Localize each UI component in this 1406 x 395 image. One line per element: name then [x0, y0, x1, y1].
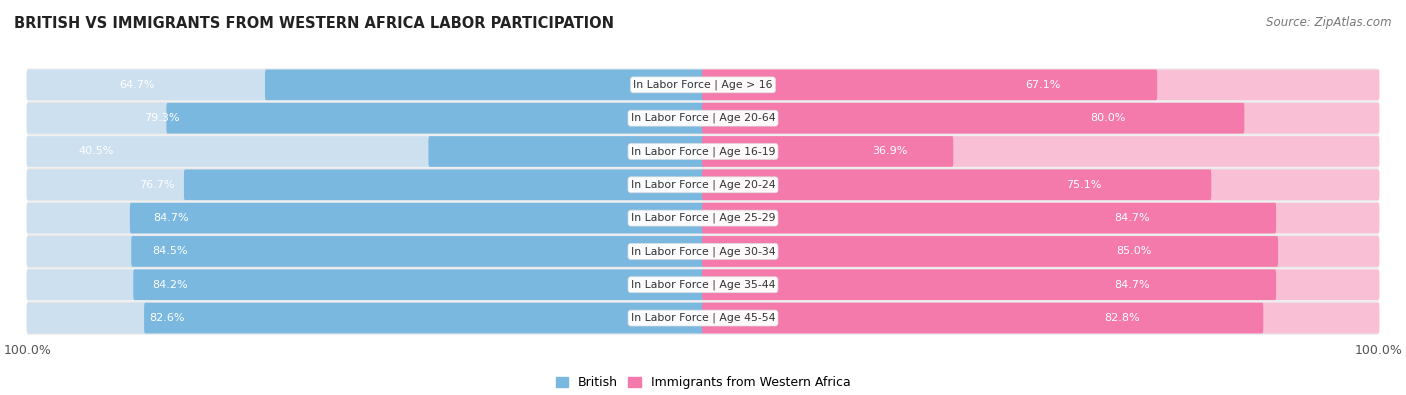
FancyBboxPatch shape — [429, 136, 704, 167]
FancyBboxPatch shape — [28, 68, 1378, 102]
Text: 84.7%: 84.7% — [1115, 280, 1150, 290]
Text: Source: ZipAtlas.com: Source: ZipAtlas.com — [1267, 16, 1392, 29]
FancyBboxPatch shape — [28, 235, 1378, 268]
FancyBboxPatch shape — [28, 168, 1378, 201]
FancyBboxPatch shape — [27, 136, 704, 167]
FancyBboxPatch shape — [184, 169, 704, 200]
FancyBboxPatch shape — [28, 135, 1378, 168]
Text: BRITISH VS IMMIGRANTS FROM WESTERN AFRICA LABOR PARTICIPATION: BRITISH VS IMMIGRANTS FROM WESTERN AFRIC… — [14, 16, 614, 31]
Text: 82.6%: 82.6% — [149, 313, 184, 323]
FancyBboxPatch shape — [702, 169, 1211, 200]
FancyBboxPatch shape — [27, 70, 704, 100]
Text: 76.7%: 76.7% — [139, 180, 174, 190]
FancyBboxPatch shape — [28, 301, 1378, 335]
FancyBboxPatch shape — [166, 103, 704, 134]
FancyBboxPatch shape — [129, 203, 704, 233]
FancyBboxPatch shape — [702, 103, 1379, 134]
FancyBboxPatch shape — [143, 303, 704, 333]
FancyBboxPatch shape — [702, 236, 1278, 267]
FancyBboxPatch shape — [702, 236, 1379, 267]
Text: 75.1%: 75.1% — [1066, 180, 1101, 190]
FancyBboxPatch shape — [702, 203, 1277, 233]
FancyBboxPatch shape — [27, 303, 704, 333]
FancyBboxPatch shape — [702, 136, 953, 167]
FancyBboxPatch shape — [27, 103, 704, 134]
Text: In Labor Force | Age 25-29: In Labor Force | Age 25-29 — [631, 213, 775, 223]
Text: In Labor Force | Age 16-19: In Labor Force | Age 16-19 — [631, 146, 775, 157]
FancyBboxPatch shape — [702, 269, 1277, 300]
FancyBboxPatch shape — [702, 70, 1157, 100]
Text: In Labor Force | Age 20-64: In Labor Force | Age 20-64 — [631, 113, 775, 123]
Legend: British, Immigrants from Western Africa: British, Immigrants from Western Africa — [551, 371, 855, 394]
Text: 84.2%: 84.2% — [152, 280, 187, 290]
FancyBboxPatch shape — [28, 201, 1378, 235]
Text: 36.9%: 36.9% — [872, 147, 908, 156]
FancyBboxPatch shape — [28, 102, 1378, 135]
FancyBboxPatch shape — [131, 236, 704, 267]
FancyBboxPatch shape — [702, 303, 1263, 333]
Text: In Labor Force | Age 35-44: In Labor Force | Age 35-44 — [631, 280, 775, 290]
FancyBboxPatch shape — [28, 268, 1378, 301]
Text: 85.0%: 85.0% — [1116, 246, 1152, 256]
FancyBboxPatch shape — [702, 269, 1379, 300]
Text: 84.7%: 84.7% — [1115, 213, 1150, 223]
FancyBboxPatch shape — [27, 169, 704, 200]
Text: 84.5%: 84.5% — [152, 246, 188, 256]
FancyBboxPatch shape — [702, 169, 1379, 200]
FancyBboxPatch shape — [702, 103, 1244, 134]
Text: 84.7%: 84.7% — [153, 213, 188, 223]
Text: In Labor Force | Age 20-24: In Labor Force | Age 20-24 — [631, 180, 775, 190]
FancyBboxPatch shape — [702, 203, 1379, 233]
Text: 82.8%: 82.8% — [1105, 313, 1140, 323]
Text: In Labor Force | Age > 16: In Labor Force | Age > 16 — [633, 80, 773, 90]
FancyBboxPatch shape — [27, 269, 704, 300]
FancyBboxPatch shape — [27, 203, 704, 233]
FancyBboxPatch shape — [702, 70, 1379, 100]
FancyBboxPatch shape — [134, 269, 704, 300]
FancyBboxPatch shape — [702, 136, 1379, 167]
Text: 67.1%: 67.1% — [1025, 80, 1060, 90]
FancyBboxPatch shape — [702, 303, 1379, 333]
Text: 64.7%: 64.7% — [120, 80, 155, 90]
FancyBboxPatch shape — [27, 236, 704, 267]
FancyBboxPatch shape — [264, 70, 704, 100]
Text: 40.5%: 40.5% — [79, 147, 114, 156]
Text: 80.0%: 80.0% — [1091, 113, 1126, 123]
Text: 79.3%: 79.3% — [143, 113, 179, 123]
Text: In Labor Force | Age 30-34: In Labor Force | Age 30-34 — [631, 246, 775, 257]
Text: In Labor Force | Age 45-54: In Labor Force | Age 45-54 — [631, 313, 775, 323]
